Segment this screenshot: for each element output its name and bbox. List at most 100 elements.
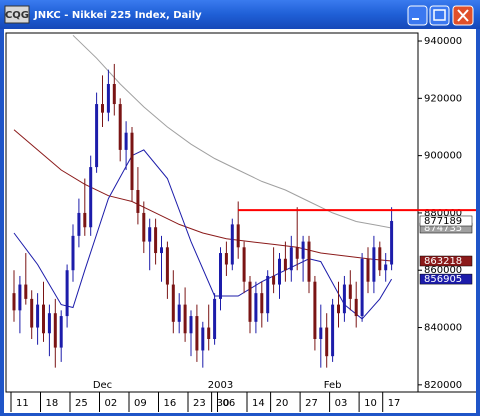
last-value-box — [419, 273, 473, 285]
candle-body — [307, 241, 311, 282]
candle-body — [378, 247, 382, 271]
candle-body — [201, 327, 205, 351]
candle-body — [89, 167, 93, 228]
candle-body — [183, 304, 187, 334]
candle-body — [230, 224, 234, 265]
candle-body — [18, 284, 22, 311]
candle-body — [390, 220, 394, 265]
minimize-button[interactable] — [407, 5, 428, 26]
candle-body — [331, 304, 335, 357]
candle-body — [319, 327, 323, 339]
x-tick-label: 17 — [388, 398, 401, 409]
close-button[interactable] — [452, 5, 474, 26]
candle-body — [106, 83, 110, 113]
candle-body — [47, 313, 51, 334]
candle-body — [136, 190, 140, 213]
moving-average — [13, 129, 392, 262]
candle-body — [337, 304, 340, 314]
x-tick-label: 06 — [223, 398, 236, 409]
candle-body — [254, 293, 258, 322]
candle-body — [83, 212, 87, 228]
candle-body — [71, 235, 75, 271]
candle-body — [242, 247, 246, 282]
month-label: 2003 — [208, 380, 233, 391]
y-tick-label: 880000 — [424, 208, 462, 219]
candle-body — [325, 327, 329, 357]
candle-body — [348, 284, 352, 299]
candle-body — [295, 247, 299, 259]
x-tick-label: 11 — [16, 398, 29, 409]
candle-body — [313, 281, 317, 339]
candle-body — [360, 258, 364, 317]
x-tick-label: 02 — [105, 398, 118, 409]
y-tick-label: 900000 — [424, 151, 462, 162]
y-tick-label: 840000 — [424, 323, 462, 334]
candle-body — [189, 316, 193, 334]
month-label: Feb — [324, 380, 342, 391]
candle-body — [59, 316, 63, 348]
last-value-box — [419, 255, 473, 267]
candle-body — [142, 212, 146, 242]
candle-body — [301, 241, 305, 259]
chart: 820000 840000 860000 880000 900000 920000 9400… — [10, 34, 476, 412]
x-tick-label: 23 — [193, 398, 206, 409]
candle-body — [289, 247, 293, 271]
candle-body — [42, 304, 45, 334]
candle-body — [24, 284, 28, 299]
candle-body — [384, 264, 388, 271]
candle-body — [130, 132, 134, 191]
last-value-box — [419, 215, 473, 227]
title-bar — [0, 0, 480, 29]
candle-body — [283, 258, 287, 271]
candle-body — [112, 83, 116, 105]
x-tick-label: 03 — [335, 398, 348, 409]
x-tick-label: 18 — [46, 398, 59, 409]
x-tick-label: 10 — [364, 398, 377, 409]
candle-body — [101, 104, 104, 113]
candle-body — [266, 275, 270, 314]
candle-body — [65, 270, 69, 317]
last-value-label: 877189 — [424, 216, 462, 227]
candle-body — [207, 327, 211, 339]
candle-body — [118, 104, 122, 150]
candle-body — [124, 132, 128, 150]
app-icon — [4, 5, 30, 24]
x-tick-label: 20 — [276, 398, 289, 409]
x-tick-label: 30 — [217, 398, 230, 409]
last-value-label: 863218 — [424, 256, 462, 267]
x-tick-label: 16 — [164, 398, 177, 409]
y-tick-label: 820000 — [424, 380, 462, 391]
candle-body — [160, 247, 163, 254]
last-value-label: 856905 — [424, 274, 462, 285]
candle-body — [30, 298, 34, 328]
y-tick-label: 940000 — [424, 36, 462, 47]
candle-body — [95, 104, 99, 168]
candle-body — [165, 247, 169, 285]
x-tick-label: 25 — [75, 398, 88, 409]
candle-body — [148, 227, 152, 242]
client-area — [4, 29, 476, 413]
y-tick-label: 860000 — [424, 265, 462, 276]
candle-body — [342, 284, 346, 314]
candle-body — [219, 253, 222, 299]
candle-body — [12, 293, 16, 311]
candle-body — [224, 253, 228, 265]
moving-average — [13, 149, 393, 320]
candle-body — [177, 304, 181, 322]
x-tick-label: 27 — [305, 398, 318, 409]
maximize-button[interactable] — [429, 5, 450, 26]
candle-body — [260, 293, 264, 314]
candle-body — [195, 316, 199, 351]
y-tick-label: 920000 — [424, 93, 462, 104]
candle-body — [213, 298, 217, 339]
candle-body — [53, 313, 57, 348]
candle-body — [272, 275, 276, 285]
x-tick-label: 09 — [134, 398, 147, 409]
window-title: JNKC - Nikkei 225 Index, Daily — [33, 10, 202, 21]
x-tick-label: 14 — [252, 398, 265, 409]
moving-average — [72, 34, 392, 229]
candle-body — [278, 258, 281, 285]
last-value-label: 874735 — [424, 223, 462, 234]
month-label: Dec — [93, 380, 112, 391]
